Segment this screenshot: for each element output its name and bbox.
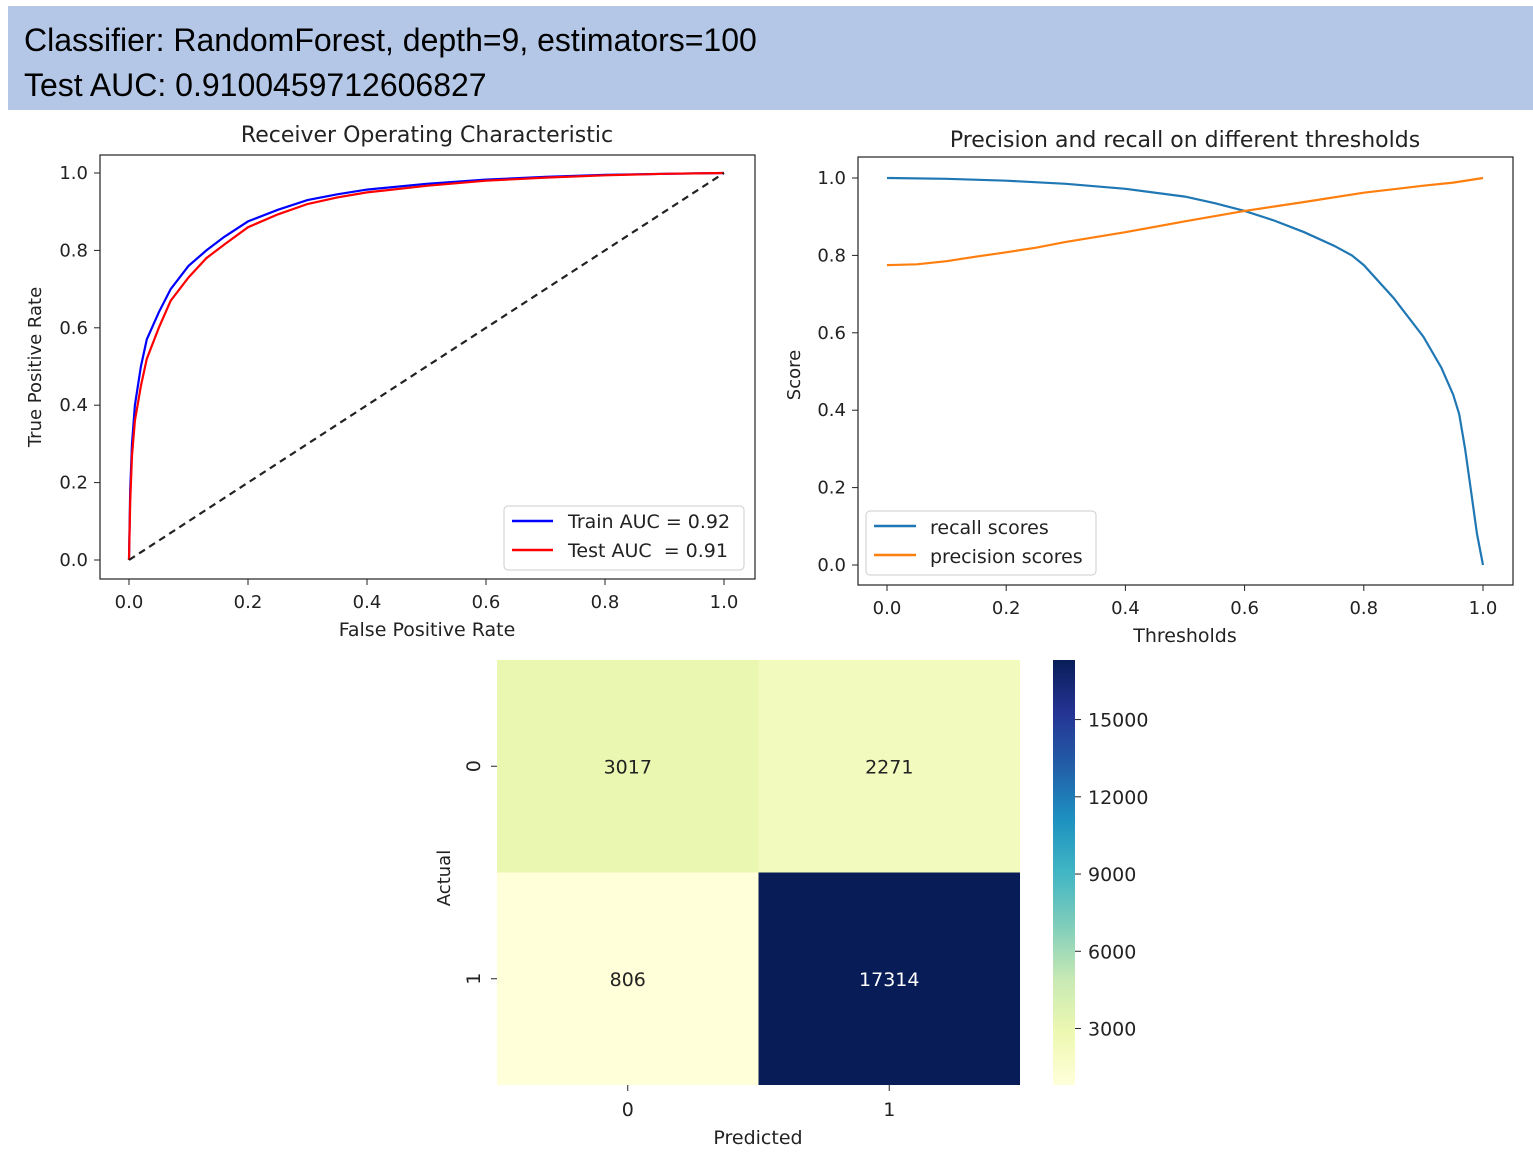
pr-ytick-label: 0.0 xyxy=(817,555,846,576)
pr-xtick-label: 0.4 xyxy=(1111,598,1140,619)
confusion-matrix: 3017 2271 806 17314 0 1 0 1 Predicted Actual 3… xyxy=(434,660,1148,1149)
roc-series-2 xyxy=(128,172,725,561)
cm-cell-label: 3017 xyxy=(604,756,652,778)
cm-cell xyxy=(497,660,759,873)
pr-plot-area xyxy=(886,176,1485,566)
roc-legend-train-label: Train AUC = 0.92 xyxy=(567,511,730,533)
colorbar-tick-label: 6000 xyxy=(1088,941,1136,963)
roc-xtick-label: 0.2 xyxy=(234,592,263,613)
cm-y-label: Actual xyxy=(434,850,455,906)
pr-ytick-label: 0.8 xyxy=(817,245,846,266)
pr-legend-precision-label: precision scores xyxy=(930,546,1083,568)
roc-xtick-label: 1.0 xyxy=(710,592,739,613)
roc-ytick-label: 0.6 xyxy=(59,318,88,339)
roc-ytick-label: 1.0 xyxy=(59,163,88,184)
pr-xtick-label: 0.8 xyxy=(1349,598,1378,619)
pr-legend: recall scores precision scores xyxy=(865,510,1097,576)
cm-cells: 3017 2271 806 17314 xyxy=(497,660,1020,1085)
pr-title: Precision and recall on different thresh… xyxy=(950,128,1420,153)
pr-frame xyxy=(857,156,1514,586)
roc-title: Receiver Operating Characteristic xyxy=(241,123,613,148)
pr-ytick-label: 0.2 xyxy=(817,478,846,499)
roc-y-ticks: 0.0 0.2 0.4 0.6 0.8 1.0 xyxy=(59,163,100,571)
roc-frame xyxy=(99,154,756,580)
roc-ytick-label: 0.0 xyxy=(59,550,88,571)
colorbar xyxy=(1053,660,1075,1085)
roc-legend-box xyxy=(503,505,745,571)
pr-y-label: Score xyxy=(784,350,805,400)
roc-legend: Train AUC = 0.92 Test AUC = 0.91 xyxy=(503,505,745,571)
pr-series-0 xyxy=(886,176,1485,566)
colorbar-tick-label: 15000 xyxy=(1088,710,1148,732)
pr-xtick-label: 0.0 xyxy=(873,598,902,619)
pr-legend-recall-label: recall scores xyxy=(930,517,1049,539)
roc-ytick-label: 0.2 xyxy=(59,473,88,494)
pr-xtick-label: 0.6 xyxy=(1230,598,1259,619)
cm-cell xyxy=(758,872,1020,1085)
pr-x-ticks: 0.0 0.2 0.4 0.6 0.8 1.0 xyxy=(873,585,1498,619)
roc-ytick-label: 0.4 xyxy=(59,395,88,416)
classifier-label: Classifier: RandomForest, depth=9, estim… xyxy=(24,22,757,58)
cm-ytick-label: 1 xyxy=(463,973,485,985)
pr-ytick-label: 0.6 xyxy=(817,323,846,344)
roc-x-ticks: 0.0 0.2 0.4 0.6 0.8 1.0 xyxy=(115,579,739,613)
cm-cell xyxy=(758,660,1020,873)
test-auc-label: Test AUC: 0.9100459712606827 xyxy=(24,67,487,103)
cm-xtick-label: 1 xyxy=(883,1099,895,1121)
roc-chart: Receiver Operating Characteristic 0.0 0.2… xyxy=(25,123,756,641)
pr-xtick-label: 0.2 xyxy=(992,598,1021,619)
colorbar-tick-label: 12000 xyxy=(1088,787,1148,809)
roc-xtick-label: 0.0 xyxy=(115,592,144,613)
roc-xtick-label: 0.4 xyxy=(353,592,382,613)
pr-ytick-label: 1.0 xyxy=(817,168,846,189)
pr-xtick-label: 1.0 xyxy=(1469,598,1498,619)
roc-x-label: False Positive Rate xyxy=(339,619,516,641)
cm-cell xyxy=(497,872,759,1085)
cm-x-label: Predicted xyxy=(713,1127,802,1149)
pr-x-label: Thresholds xyxy=(1132,625,1237,647)
pr-legend-box xyxy=(865,510,1097,576)
pr-series-1 xyxy=(886,176,1484,267)
cm-xtick-label: 0 xyxy=(622,1099,634,1121)
roc-ytick-label: 0.8 xyxy=(59,240,88,261)
cm-cell-label: 17314 xyxy=(859,969,919,991)
pr-y-ticks: 0.0 0.2 0.4 0.6 0.8 1.0 xyxy=(817,168,858,576)
pr-chart: Precision and recall on different thresh… xyxy=(784,128,1514,647)
roc-y-label: True Positive Rate xyxy=(25,287,46,448)
cm-cell-label: 806 xyxy=(610,969,646,991)
colorbar-tick-label: 3000 xyxy=(1088,1019,1136,1041)
roc-xtick-label: 0.6 xyxy=(472,592,501,613)
roc-series-1 xyxy=(127,171,725,561)
roc-legend-test-label: Test AUC = 0.91 xyxy=(567,540,728,562)
roc-xtick-label: 0.8 xyxy=(591,592,620,613)
pr-ytick-label: 0.4 xyxy=(817,400,846,421)
cm-ticks: 0 1 0 1 xyxy=(463,760,895,1121)
cm-ytick-label: 0 xyxy=(463,760,485,772)
roc-plot-area xyxy=(127,171,725,561)
cm-cell-label: 2271 xyxy=(865,756,913,778)
colorbar-ticks: 3000 6000 9000 12000 15000 xyxy=(1075,710,1148,1041)
header-banner: Classifier: RandomForest, depth=9, estim… xyxy=(8,6,1533,110)
colorbar-tick-label: 9000 xyxy=(1088,864,1136,886)
